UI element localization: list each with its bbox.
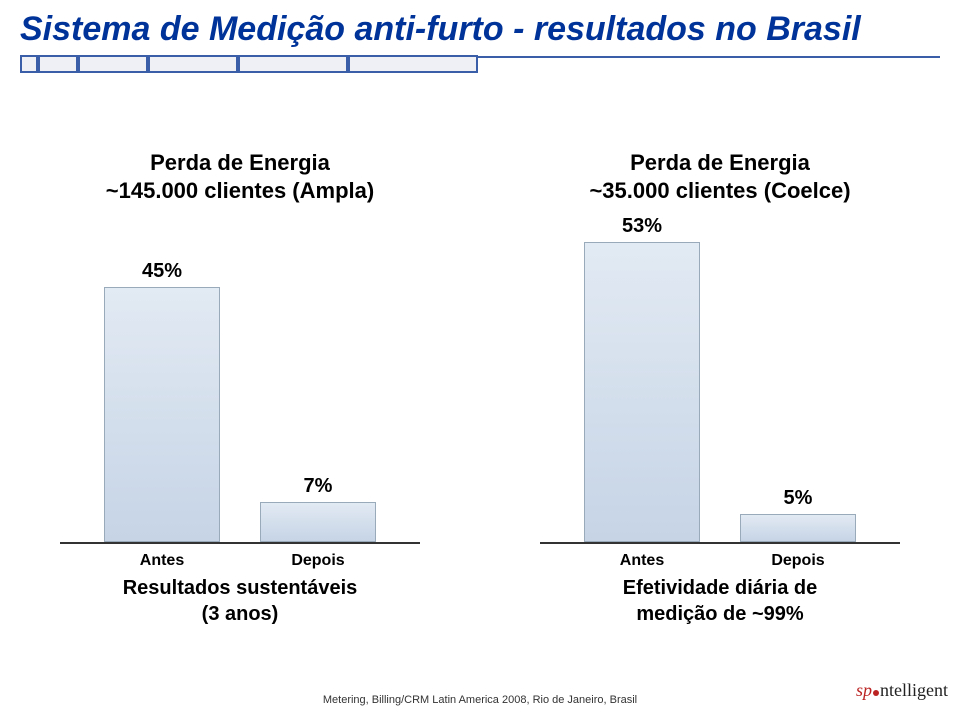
- divider-square: [38, 55, 78, 73]
- logo-dot-icon: [873, 690, 879, 696]
- right-column: Perda de Energia ~35.000 clientes (Coelc…: [480, 150, 960, 660]
- divider-squares: [20, 55, 478, 59]
- chart-caption-line2: medição de ~99%: [636, 602, 803, 626]
- divider-square: [238, 55, 348, 73]
- slide: Sistema de Medição anti-furto - resultad…: [0, 0, 960, 710]
- footer-text: Metering, Billing/CRM Latin America 2008…: [323, 694, 637, 706]
- footer: Metering, Billing/CRM Latin America 2008…: [0, 694, 960, 706]
- bar-value-label: 7%: [260, 475, 376, 498]
- divider: [20, 55, 940, 59]
- divider-square: [78, 55, 148, 73]
- chart-heading: Perda de Energia: [150, 150, 330, 176]
- chart-right: 53% Antes 5% Depois: [540, 214, 900, 574]
- divider-square: [348, 55, 478, 73]
- chart-caption-line1: Efetividade diária de: [623, 576, 818, 600]
- logo-suffix: ntelligent: [880, 680, 948, 701]
- divider-line: [478, 56, 940, 58]
- chart-heading: Perda de Energia: [630, 150, 810, 176]
- title-block: Sistema de Medição anti-furto - resultad…: [0, 0, 960, 59]
- bar: [740, 514, 856, 542]
- bar-value-label: 53%: [584, 215, 700, 238]
- logo-prefix: sp: [856, 680, 872, 701]
- bar: [104, 287, 220, 542]
- left-column: Perda de Energia ~145.000 clientes (Ampl…: [0, 150, 480, 660]
- x-axis-label: Depois: [740, 552, 856, 570]
- slide-title: Sistema de Medição anti-furto - resultad…: [20, 10, 940, 49]
- bar-value-label: 45%: [104, 260, 220, 283]
- chart-subheading: ~35.000 clientes (Coelce): [589, 178, 850, 204]
- x-axis: [540, 542, 900, 544]
- divider-square: [148, 55, 238, 73]
- chart-caption-line1: Resultados sustentáveis: [123, 576, 358, 600]
- bar: [584, 242, 700, 542]
- slide-body: Perda de Energia ~145.000 clientes (Ampl…: [0, 150, 960, 660]
- chart-left: 45% Antes 7% Depois: [60, 214, 420, 574]
- chart-subheading: ~145.000 clientes (Ampla): [106, 178, 374, 204]
- x-axis: [60, 542, 420, 544]
- divider-row: [20, 55, 940, 59]
- x-axis-label: Antes: [584, 552, 700, 570]
- bar-value-label: 5%: [740, 487, 856, 510]
- chart-caption-line2: (3 anos): [202, 602, 279, 626]
- divider-square: [20, 55, 38, 73]
- x-axis-label: Depois: [260, 552, 376, 570]
- x-axis-label: Antes: [104, 552, 220, 570]
- logo: sp ntelligent: [856, 680, 948, 704]
- bar: [260, 502, 376, 542]
